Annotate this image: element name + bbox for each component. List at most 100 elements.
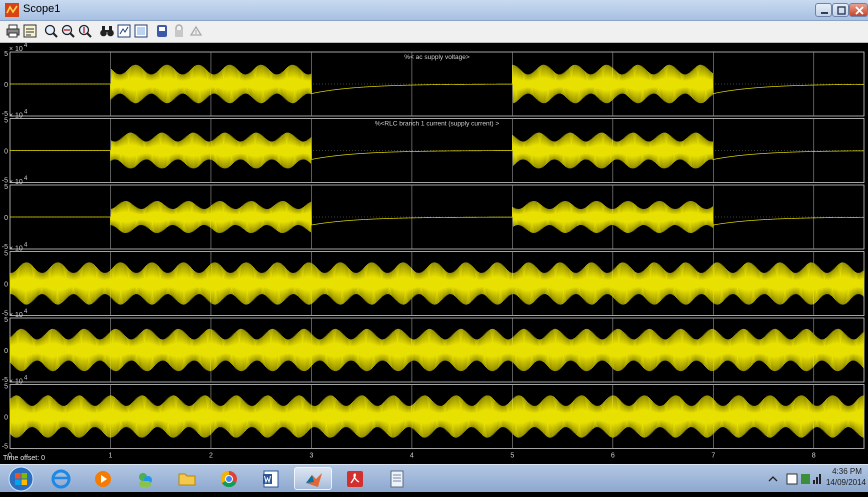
y-exponent-label: × 10	[9, 46, 23, 53]
lock-axes-button[interactable]	[171, 23, 187, 39]
maximize-button[interactable]	[832, 3, 849, 17]
x-tick-label: 1	[109, 453, 113, 460]
maximize-icon	[837, 6, 846, 15]
panel-title: %<RLC branch 1 current (supply current) …	[375, 121, 499, 128]
y-exponent-label: × 10	[9, 379, 23, 386]
restore-axes-icon	[134, 24, 148, 38]
signal-selection-icon	[189, 25, 203, 36]
save-axes-button[interactable]	[116, 23, 132, 39]
signal-trace	[10, 64, 865, 104]
taskbar-app-media-player[interactable]	[84, 467, 122, 490]
messenger-icon	[139, 473, 152, 487]
x-tick-label: 5	[510, 453, 514, 460]
y-exponent-power: 4	[24, 176, 28, 182]
system-tray-icons[interactable]	[765, 471, 825, 487]
y-exponent-power: 4	[24, 376, 28, 382]
y-tick-label: -5	[2, 444, 8, 451]
taskbar: 4:36 PM 14/09/2014	[0, 464, 868, 492]
floating-scope-button[interactable]	[154, 23, 170, 39]
y-tick-label: -5	[2, 244, 8, 251]
x-tick-label: 3	[309, 453, 313, 460]
close-button[interactable]	[849, 3, 868, 17]
chrome-icon	[220, 470, 237, 488]
zoom-button[interactable]	[43, 23, 59, 39]
zoom-y-icon	[78, 24, 92, 38]
signal-trace	[9, 262, 865, 305]
time-offset-label: Time offset: 0	[3, 455, 46, 462]
scope-toolbar	[0, 21, 868, 43]
scope-plots[interactable]: 50-5× 10 4%< ac supply voltage>50-5× 10 4%…	[0, 43, 868, 464]
clock-time[interactable]: 4:36 PM	[832, 467, 862, 476]
y-exponent-power: 4	[24, 110, 28, 116]
start-button[interactable]	[8, 466, 34, 492]
y-tick-label: 0	[4, 282, 8, 289]
minimize-icon	[821, 12, 828, 14]
x-tick-label: 8	[812, 453, 816, 460]
y-tick-label: 0	[4, 149, 8, 156]
x-tick-label: 6	[611, 453, 615, 460]
zoom-x-button[interactable]	[60, 23, 76, 39]
lock-icon	[175, 24, 183, 37]
x-tick-label: 4	[410, 453, 414, 460]
simulink-scope-icon	[5, 3, 19, 17]
y-tick-label: -5	[2, 377, 8, 384]
minimize-button[interactable]	[815, 3, 832, 17]
restore-axes-button[interactable]	[133, 23, 149, 39]
y-tick-label: 5	[4, 118, 8, 125]
x-tick-label: 7	[711, 453, 715, 460]
scope-panel-6: 50-5× 10 40 1 2 3 4 5 6 7 8	[2, 376, 865, 460]
y-exponent-power: 4	[24, 43, 28, 49]
signal-trace	[9, 395, 865, 438]
y-tick-label: 5	[4, 384, 8, 391]
print-icon	[6, 24, 20, 38]
taskbar-app-chrome[interactable]	[210, 467, 248, 490]
scope-panel-4: 50-5× 10 4	[2, 243, 865, 318]
taskbar-app-notepad[interactable]	[378, 467, 416, 490]
internet-explorer-icon	[51, 469, 71, 489]
print-button[interactable]	[5, 23, 21, 39]
word-icon	[263, 470, 279, 488]
folder-icon	[178, 473, 196, 486]
acrobat-icon	[347, 471, 363, 487]
clock-date[interactable]: 14/09/2014	[825, 478, 867, 487]
y-tick-label: 5	[4, 317, 8, 324]
y-tick-label: 5	[4, 251, 8, 258]
y-tick-label: -5	[2, 311, 8, 318]
y-tick-label: -5	[2, 178, 8, 185]
signal-trace	[10, 132, 864, 169]
signal-trace	[10, 200, 864, 234]
scope-panel-5: 50-5× 10 4	[2, 309, 865, 384]
zoom-x-icon	[61, 24, 75, 38]
y-tick-label: 0	[4, 415, 8, 422]
y-exponent-power: 4	[24, 243, 28, 249]
taskbar-app-acrobat[interactable]	[336, 467, 374, 490]
close-icon	[855, 6, 864, 15]
taskbar-app-internet-explorer[interactable]	[42, 467, 80, 490]
autoscale-button[interactable]	[99, 23, 115, 39]
parameters-button[interactable]	[22, 23, 38, 39]
taskbar-app-messenger[interactable]	[126, 467, 164, 490]
parameters-icon	[23, 24, 37, 38]
media-player-icon	[95, 471, 111, 487]
y-exponent-label: × 10	[9, 312, 23, 319]
floating-scope-icon	[157, 25, 167, 37]
y-tick-label: 0	[4, 348, 8, 355]
signal-selection-button[interactable]	[188, 23, 204, 39]
scope-panel-2: 50-5× 10 4%<RLC branch 1 current (supply …	[2, 110, 865, 185]
y-tick-label: 0	[4, 82, 8, 89]
y-exponent-power: 4	[24, 309, 28, 315]
taskbar-app-file-explorer[interactable]	[168, 467, 206, 490]
zoom-icon	[44, 24, 58, 38]
y-tick-label: 5	[4, 184, 8, 191]
y-exponent-label: × 10	[9, 179, 23, 186]
window-titlebar[interactable]: Scope1	[0, 0, 868, 21]
signal-trace	[9, 328, 865, 372]
zoom-y-button[interactable]	[77, 23, 93, 39]
scope-plot-area[interactable]: 5 0 -5 × 10 4 %< ac supply voltage> 5 0 -5 × 10 4%…	[0, 43, 868, 464]
y-tick-label: 0	[4, 215, 8, 222]
y-tick-label: -5	[2, 111, 8, 118]
taskbar-app-word[interactable]	[252, 467, 290, 490]
binoculars-icon	[100, 26, 114, 37]
panel-title: %< ac supply voltage>	[404, 54, 470, 61]
taskbar-app-matlab[interactable]	[294, 467, 332, 490]
